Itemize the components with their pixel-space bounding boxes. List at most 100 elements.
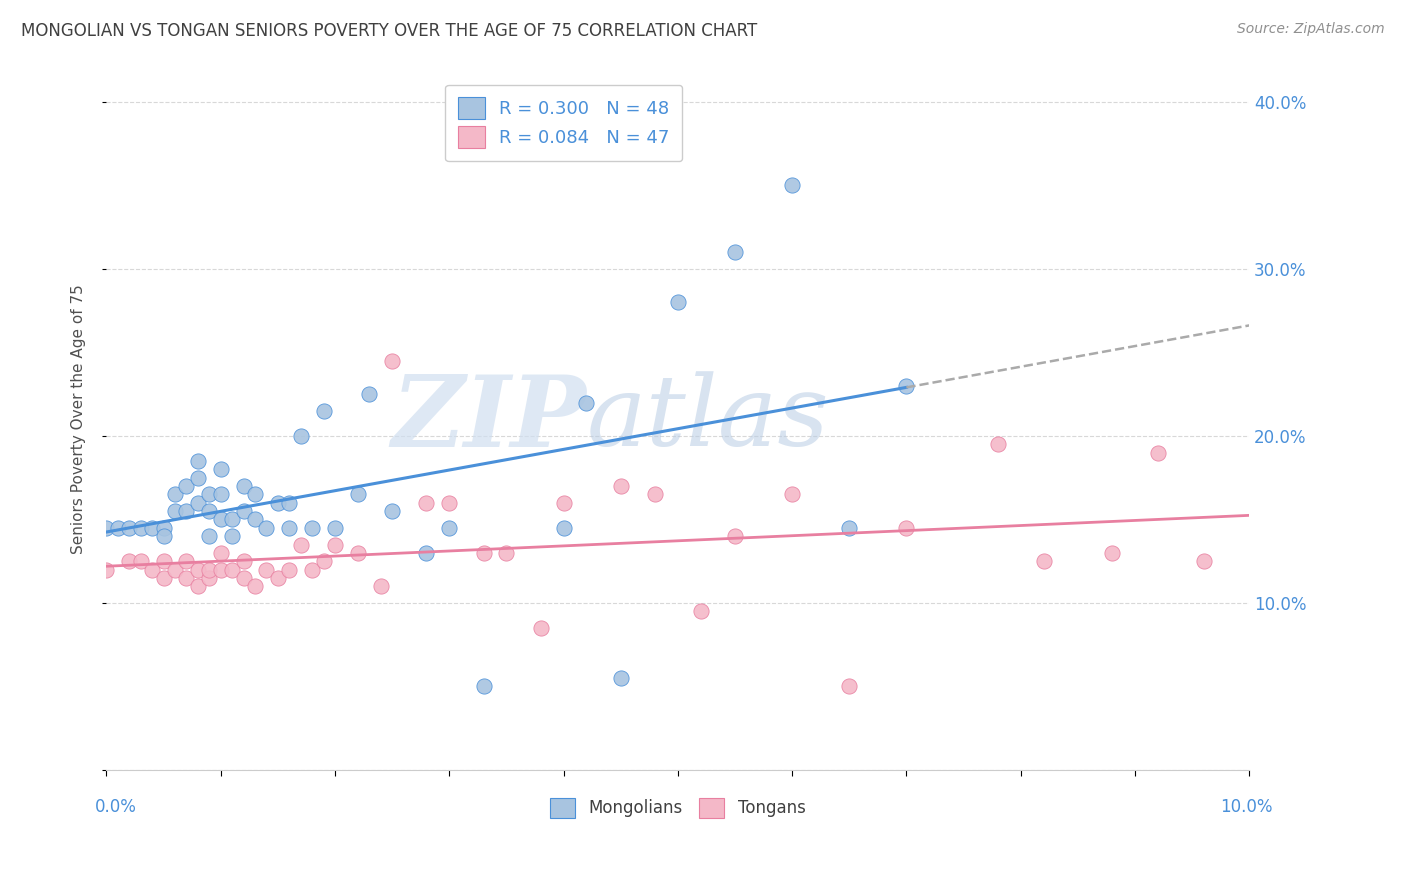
Legend: Mongolians, Tongans: Mongolians, Tongans <box>544 791 813 825</box>
Point <box>381 353 404 368</box>
Point <box>267 496 290 510</box>
Point <box>176 504 198 518</box>
Text: 10.0%: 10.0% <box>1219 798 1272 816</box>
Point <box>267 571 290 585</box>
Point <box>1147 445 1170 459</box>
Point <box>1032 554 1054 568</box>
Point <box>301 521 323 535</box>
Point <box>209 462 232 476</box>
Point <box>346 546 368 560</box>
Point <box>278 521 301 535</box>
Point <box>187 471 209 485</box>
Point <box>278 496 301 510</box>
Text: atlas: atlas <box>586 372 830 467</box>
Point <box>163 504 186 518</box>
Point <box>323 537 346 551</box>
Point <box>472 680 495 694</box>
Point <box>312 554 335 568</box>
Point <box>346 487 368 501</box>
Point <box>439 496 461 510</box>
Point <box>415 546 437 560</box>
Point <box>141 563 163 577</box>
Point <box>495 546 517 560</box>
Point <box>439 521 461 535</box>
Point <box>575 395 598 409</box>
Point <box>232 504 254 518</box>
Point <box>644 487 666 501</box>
Point <box>129 521 152 535</box>
Point <box>187 579 209 593</box>
Point <box>359 387 381 401</box>
Point <box>254 563 277 577</box>
Point <box>141 521 163 535</box>
Point <box>312 404 335 418</box>
Point <box>689 604 711 618</box>
Text: ZIP: ZIP <box>391 371 586 467</box>
Point <box>1101 546 1123 560</box>
Point <box>609 671 631 685</box>
Point <box>1192 554 1215 568</box>
Point <box>152 529 174 543</box>
Point <box>553 496 575 510</box>
Point <box>370 579 392 593</box>
Point <box>118 554 141 568</box>
Text: 0.0%: 0.0% <box>96 798 136 816</box>
Point <box>290 537 312 551</box>
Point <box>152 521 174 535</box>
Point <box>209 512 232 526</box>
Point <box>243 487 266 501</box>
Point <box>198 571 221 585</box>
Point <box>129 554 152 568</box>
Point <box>198 487 221 501</box>
Point <box>987 437 1010 451</box>
Point <box>724 529 747 543</box>
Point <box>323 521 346 535</box>
Point <box>96 563 118 577</box>
Point <box>666 295 689 310</box>
Point <box>163 487 186 501</box>
Point <box>107 521 129 535</box>
Point <box>838 680 860 694</box>
Point <box>896 379 918 393</box>
Text: MONGOLIAN VS TONGAN SENIORS POVERTY OVER THE AGE OF 75 CORRELATION CHART: MONGOLIAN VS TONGAN SENIORS POVERTY OVER… <box>21 22 758 40</box>
Point <box>278 563 301 577</box>
Point <box>254 521 277 535</box>
Point <box>176 571 198 585</box>
Point <box>221 529 243 543</box>
Point <box>198 504 221 518</box>
Point <box>118 521 141 535</box>
Point <box>472 546 495 560</box>
Point <box>187 454 209 468</box>
Point <box>301 563 323 577</box>
Point <box>221 512 243 526</box>
Point <box>198 529 221 543</box>
Point <box>290 429 312 443</box>
Point <box>243 579 266 593</box>
Point <box>209 546 232 560</box>
Point <box>176 479 198 493</box>
Point <box>530 621 553 635</box>
Point <box>176 554 198 568</box>
Point <box>96 521 118 535</box>
Point <box>609 479 631 493</box>
Point <box>724 245 747 260</box>
Point <box>381 504 404 518</box>
Point <box>553 521 575 535</box>
Point <box>209 487 232 501</box>
Point <box>415 496 437 510</box>
Point <box>232 479 254 493</box>
Point <box>896 521 918 535</box>
Point <box>152 554 174 568</box>
Point <box>221 563 243 577</box>
Point <box>780 178 803 193</box>
Point <box>243 512 266 526</box>
Point <box>838 521 860 535</box>
Point <box>780 487 803 501</box>
Point <box>198 563 221 577</box>
Point <box>152 571 174 585</box>
Point <box>187 496 209 510</box>
Point <box>232 571 254 585</box>
Point <box>232 554 254 568</box>
Text: Source: ZipAtlas.com: Source: ZipAtlas.com <box>1237 22 1385 37</box>
Point <box>187 563 209 577</box>
